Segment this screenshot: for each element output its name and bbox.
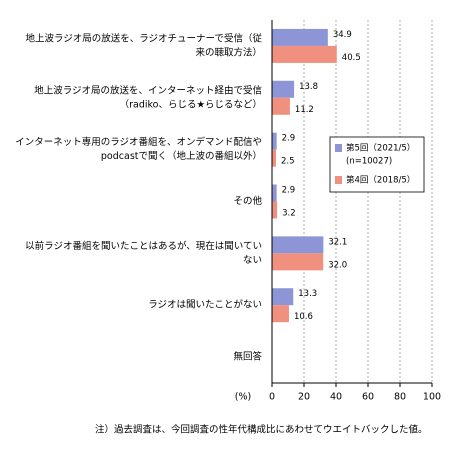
x-tick-label: 100 bbox=[423, 392, 441, 403]
x-tick-label: 0 bbox=[269, 392, 275, 403]
category-label: 地上波ラジオ局の放送を、ラジオチューナーで受信（従 bbox=[25, 32, 262, 44]
value-label: 32.0 bbox=[328, 260, 347, 270]
bar bbox=[272, 236, 324, 254]
legend-swatch bbox=[335, 144, 342, 152]
category-label: 地上波ラジオ局の放送を、インターネット経由で受信 bbox=[34, 84, 262, 96]
category-label: （radiko、らじる★らじるなど） bbox=[120, 98, 262, 110]
bar bbox=[272, 28, 328, 46]
value-label: 3.2 bbox=[282, 209, 296, 219]
bar bbox=[272, 80, 295, 98]
category-label: 以前ラジオ番組を聞いたことはあるが、現在は聞いてい bbox=[25, 240, 262, 252]
category-label: その他 bbox=[233, 195, 262, 207]
value-label: 2.5 bbox=[281, 157, 295, 167]
bar bbox=[272, 305, 289, 323]
bar bbox=[272, 149, 276, 167]
x-tick-label: 40 bbox=[330, 392, 342, 403]
bar bbox=[272, 201, 278, 219]
value-label: 34.9 bbox=[333, 30, 352, 40]
value-label: 13.8 bbox=[299, 82, 318, 92]
value-label: 40.5 bbox=[342, 53, 361, 63]
legend-swatch bbox=[335, 176, 342, 184]
category-label: インターネット専用のラジオ番組を、オンデマンド配信や bbox=[15, 136, 262, 148]
bar bbox=[272, 184, 277, 202]
legend-label: 第5回（2021/5） bbox=[346, 143, 415, 154]
x-tick-label: 80 bbox=[394, 392, 406, 403]
value-label: 11.2 bbox=[295, 105, 314, 115]
value-label: 2.9 bbox=[282, 186, 296, 196]
x-axis-label: (%) bbox=[235, 392, 251, 403]
legend-label: 第4回（2018/5） bbox=[346, 175, 415, 186]
bar bbox=[272, 45, 337, 63]
category-label: 無回答 bbox=[233, 351, 262, 363]
bar bbox=[272, 97, 290, 115]
category-label: podcastで聞く（地上波の番組以外） bbox=[101, 150, 262, 162]
value-label: 10.6 bbox=[294, 312, 313, 322]
value-label: 13.3 bbox=[298, 289, 317, 299]
bar bbox=[272, 132, 277, 150]
x-tick-label: 20 bbox=[298, 392, 310, 403]
bar bbox=[272, 253, 324, 271]
value-label: 2.9 bbox=[282, 134, 296, 144]
legend-box bbox=[329, 136, 425, 193]
bar bbox=[272, 288, 294, 306]
footnote: 注）過去調査は、今回調査の性年代構成比にあわせてウエイトバックした値。 bbox=[95, 424, 428, 436]
value-label: 32.1 bbox=[328, 237, 347, 247]
category-label: ラジオは聞いたことがない bbox=[148, 299, 262, 311]
x-tick-label: 60 bbox=[362, 392, 374, 403]
category-label: ない bbox=[243, 255, 262, 266]
category-label: 来の聴取方法） bbox=[195, 46, 262, 58]
legend-note: (n=10027) bbox=[346, 157, 392, 167]
